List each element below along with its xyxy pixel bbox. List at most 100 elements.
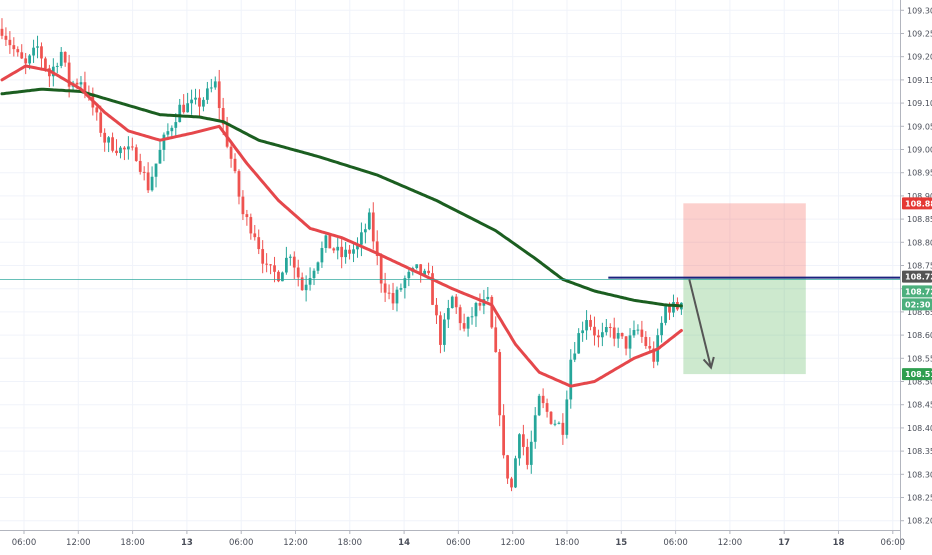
candle-body: [158, 149, 162, 164]
candle-body: [371, 212, 375, 242]
candle-body: [103, 132, 107, 143]
candle-body: [450, 296, 454, 309]
y-tick-label: 108.400: [907, 424, 932, 433]
take-profit-zone: [683, 277, 806, 375]
candle-body: [123, 147, 126, 150]
candle-body: [399, 288, 403, 290]
candle-body: [138, 160, 142, 172]
y-tick-label: 108.850: [907, 215, 932, 224]
x-tick-label: 13: [181, 538, 193, 548]
candle-body: [435, 304, 438, 316]
candle-body: [320, 247, 324, 263]
trend-arrow-head: [702, 356, 715, 370]
candle-body: [565, 399, 569, 435]
y-tick-label: 109.000: [907, 145, 932, 154]
candle-body: [395, 289, 399, 304]
y-tick-label: 108.900: [907, 192, 932, 201]
candle-body: [553, 423, 557, 425]
x-tick-label: 18: [833, 538, 845, 548]
candle-body: [601, 332, 604, 338]
candle-body: [514, 458, 517, 488]
candle-body: [336, 246, 340, 251]
y-tick-label: 108.250: [907, 494, 932, 503]
candle-body: [217, 81, 221, 109]
price-tag-box: [902, 298, 932, 311]
moving-averages: [0, 64, 683, 388]
stop-loss-zone: [683, 203, 806, 278]
candle-body: [150, 176, 154, 191]
candle-body: [470, 316, 474, 318]
candle-body: [265, 263, 268, 265]
candle-body: [130, 146, 134, 148]
candle-body: [4, 35, 8, 40]
candle-body: [20, 52, 24, 59]
price-tag-label: 108.884: [905, 199, 932, 208]
candle-body: [63, 51, 67, 63]
candle-body: [431, 273, 434, 305]
candle-body: [664, 306, 667, 323]
candle-body: [644, 336, 648, 347]
candle-body: [229, 146, 233, 159]
candle-body: [245, 214, 249, 218]
x-tick-label: 12:00: [283, 538, 308, 548]
candle-body: [506, 455, 509, 479]
candle-body: [419, 264, 423, 275]
price-tag-label: 108.724: [905, 273, 932, 282]
x-tick-label: 12:00: [66, 538, 91, 548]
candle-body: [28, 55, 31, 64]
candle-body: [24, 58, 28, 64]
candle-body: [672, 302, 675, 313]
candle-body: [466, 317, 470, 329]
candle-body: [32, 47, 35, 56]
candle-body: [36, 46, 39, 48]
candle-body: [142, 171, 146, 173]
y-tick-label: 108.800: [907, 238, 932, 247]
candle-body: [375, 241, 379, 256]
candle-body: [194, 97, 197, 100]
candle-body: [490, 296, 494, 328]
candle-body: [593, 326, 596, 336]
candle-body: [134, 147, 138, 161]
candle-body: [127, 146, 130, 150]
price-tag-box: [902, 285, 932, 298]
candle-body: [502, 415, 505, 456]
candle-body: [67, 62, 71, 87]
candle-body: [119, 147, 122, 154]
candle-body: [624, 336, 628, 349]
candle-body: [569, 359, 573, 400]
candle-body: [423, 270, 426, 275]
candle-body: [391, 293, 395, 304]
candle-body: [660, 322, 663, 336]
candle-body: [522, 434, 525, 447]
candle-body: [79, 82, 83, 85]
candle-body: [612, 327, 616, 339]
candle-body: [312, 270, 316, 279]
candle-body: [0, 28, 4, 36]
position-zones: [683, 203, 806, 375]
candle-body: [241, 196, 245, 215]
y-tick-label: 108.650: [907, 308, 932, 317]
candle-body: [356, 244, 359, 250]
x-tick-label: 14: [398, 538, 410, 548]
candle-body: [454, 296, 458, 308]
candle-body: [352, 249, 355, 254]
y-tick-label: 108.300: [907, 470, 932, 479]
candle-body: [443, 319, 446, 345]
y-tick-label: 108.450: [907, 401, 932, 410]
candle-body: [233, 158, 237, 172]
y-tick-label: 108.750: [907, 262, 932, 271]
candle-body: [518, 434, 521, 459]
candle-body: [308, 278, 312, 285]
x-tick-label: 17: [778, 538, 790, 548]
candle-body: [174, 122, 178, 128]
candle-body: [154, 163, 158, 177]
candle-body: [549, 411, 553, 424]
candle-body: [537, 395, 541, 416]
candle-body: [407, 271, 411, 279]
candle-body: [640, 329, 644, 337]
x-tick-label: 18:00: [338, 538, 363, 548]
candle-body: [340, 246, 344, 258]
candle-body: [285, 257, 288, 273]
